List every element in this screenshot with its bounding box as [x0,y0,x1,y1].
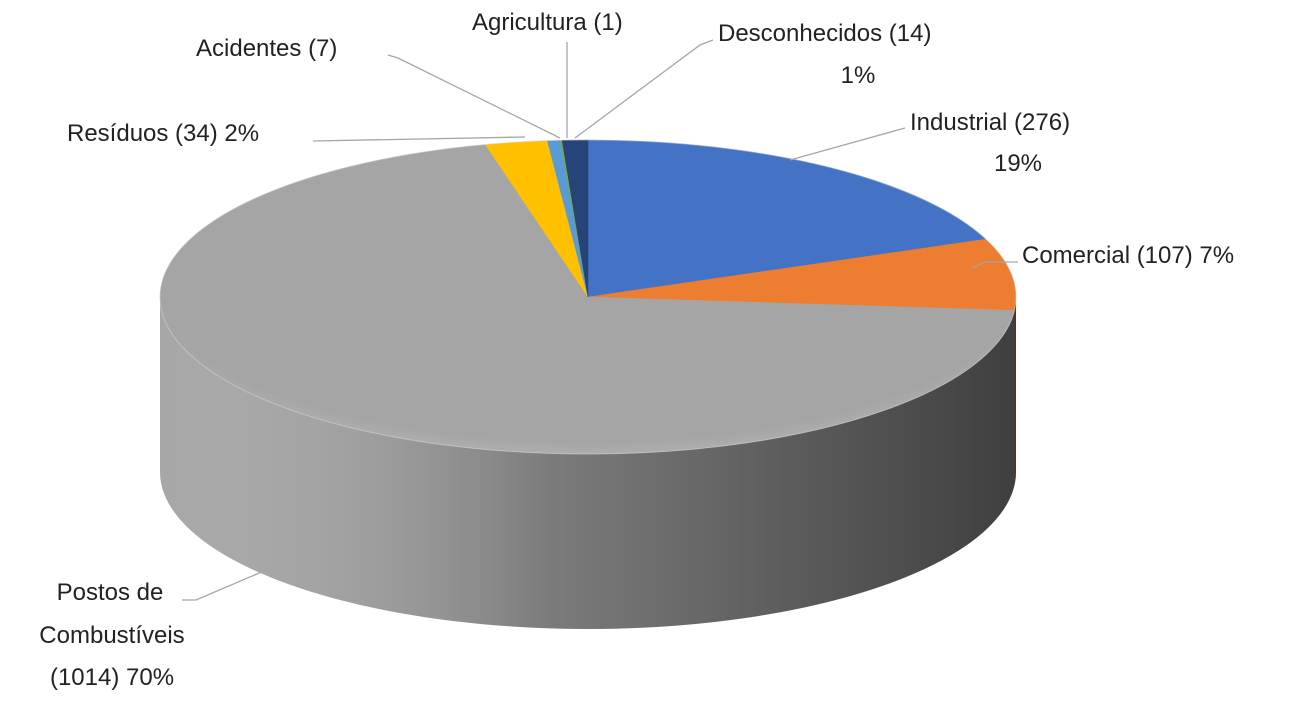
data-label: Desconhecidos (14) [718,20,931,47]
pie-sides [160,297,1016,629]
leader-line [789,127,906,161]
pie-top [159,139,1017,455]
data-labels: Industrial (276) 19% Comercial (107) 7% … [39,9,1234,691]
leader-line [312,136,526,142]
data-label: Industrial (276) [910,109,1070,136]
leader-line [971,261,1018,269]
leader-lines [182,39,1018,601]
data-label: Comercial (107) 7% [1022,242,1234,269]
leader-line [574,39,714,139]
data-label: Postos de [57,579,164,606]
data-label: Acidentes (7) [196,35,337,62]
leader-line [182,564,279,601]
data-label: 19% [994,150,1042,177]
data-label: (1014) 70% [50,664,174,691]
leader-line [387,54,561,139]
data-label: Combustíveis [39,622,184,649]
data-label: Resíduos (34) 2% [67,120,259,147]
data-label: Agricultura (1) [472,9,623,36]
top-bevel [159,139,1017,455]
data-label: 1% [841,62,876,89]
side-shading [160,297,1016,629]
